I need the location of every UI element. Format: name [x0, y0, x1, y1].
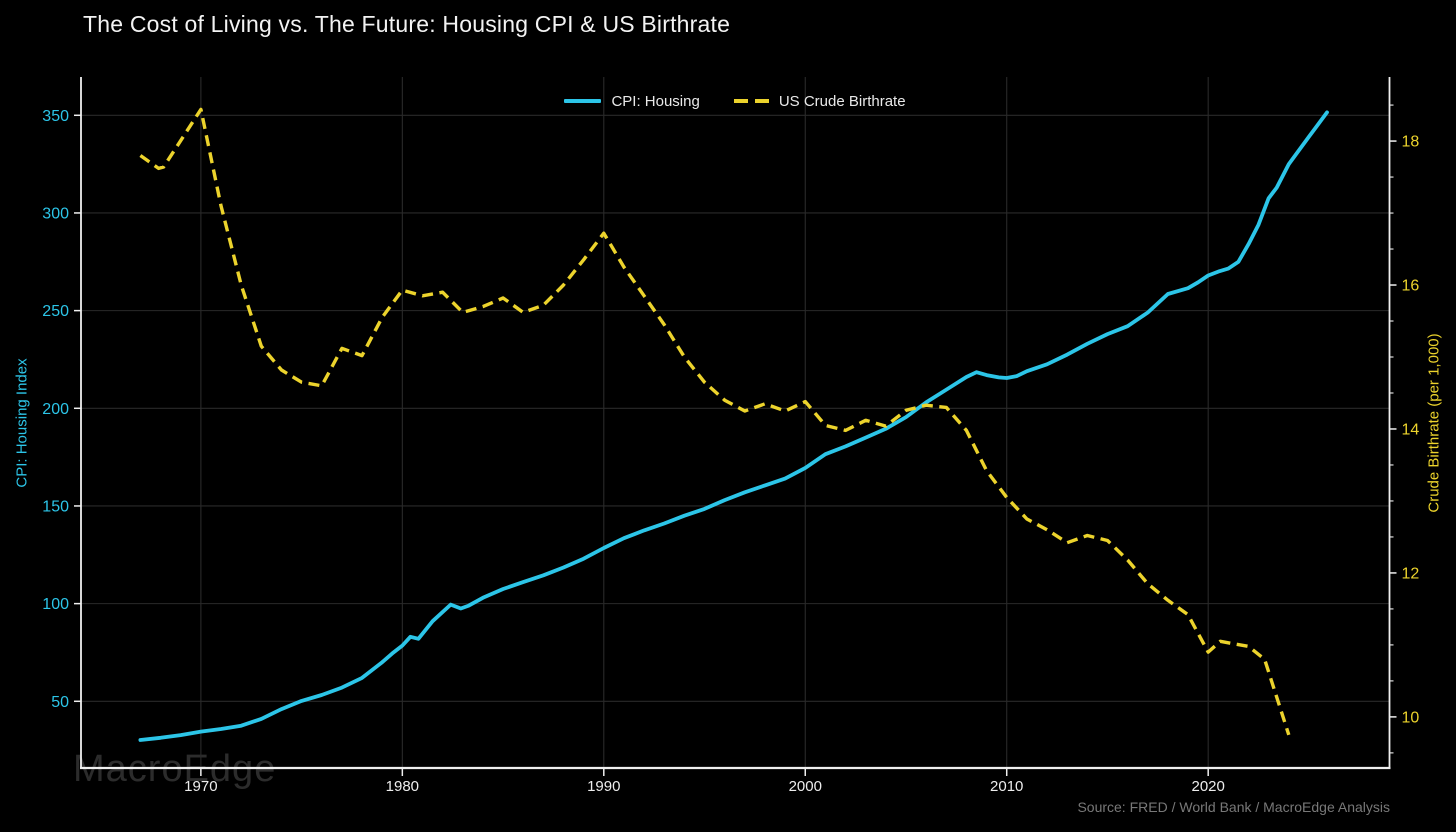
left-axis-tick-label: 100 [42, 596, 69, 613]
left-axis-tick-label: 50 [51, 694, 69, 711]
left-axis-tick-label: 150 [42, 498, 69, 515]
legend-label-birthrate: US Crude Birthrate [778, 92, 906, 110]
left-axis-title: CPI: Housing Index [13, 358, 31, 488]
left-axis-tick-label: 300 [42, 205, 69, 222]
right-axis-tick-label: 10 [1402, 709, 1420, 726]
series-line-cpi-housing [138, 110, 1329, 742]
x-axis-tick-label: 1980 [386, 778, 419, 795]
right-axis-tick-label: 12 [1402, 565, 1420, 582]
dashed-line-swatch-icon [733, 99, 769, 103]
legend: CPI: Housing US Crude Birthrate [81, 91, 1389, 111]
x-axis-tick-label: 2000 [789, 778, 822, 795]
right-axis-tick-label: 18 [1402, 134, 1420, 151]
left-axis-tick-label: 200 [42, 401, 69, 418]
legend-item-cpi-housing: CPI: Housing [564, 92, 700, 110]
x-axis-tick-label: 2010 [990, 778, 1023, 795]
source-credit: Source: FRED / World Bank / MacroEdge An… [1077, 799, 1390, 815]
solid-line-swatch-icon [564, 99, 602, 103]
x-axis-tick-label: 1990 [587, 778, 620, 795]
series-line-birthrate [139, 107, 1291, 736]
legend-item-birthrate: US Crude Birthrate [733, 92, 906, 110]
x-axis-tick-label: 1970 [184, 778, 217, 795]
x-axis-tick-label: 2020 [1191, 778, 1224, 795]
right-axis-tick-label: 16 [1402, 278, 1420, 295]
left-axis-tick-label: 350 [42, 108, 69, 125]
page-title: The Cost of Living vs. The Future: Housi… [83, 11, 731, 37]
right-axis-title: Crude Birthrate (per 1,000) [1425, 333, 1443, 513]
right-axis-tick-label: 14 [1402, 421, 1420, 438]
left-axis-tick-label: 250 [42, 303, 69, 320]
legend-label-cpi-housing: CPI: Housing [611, 92, 700, 110]
